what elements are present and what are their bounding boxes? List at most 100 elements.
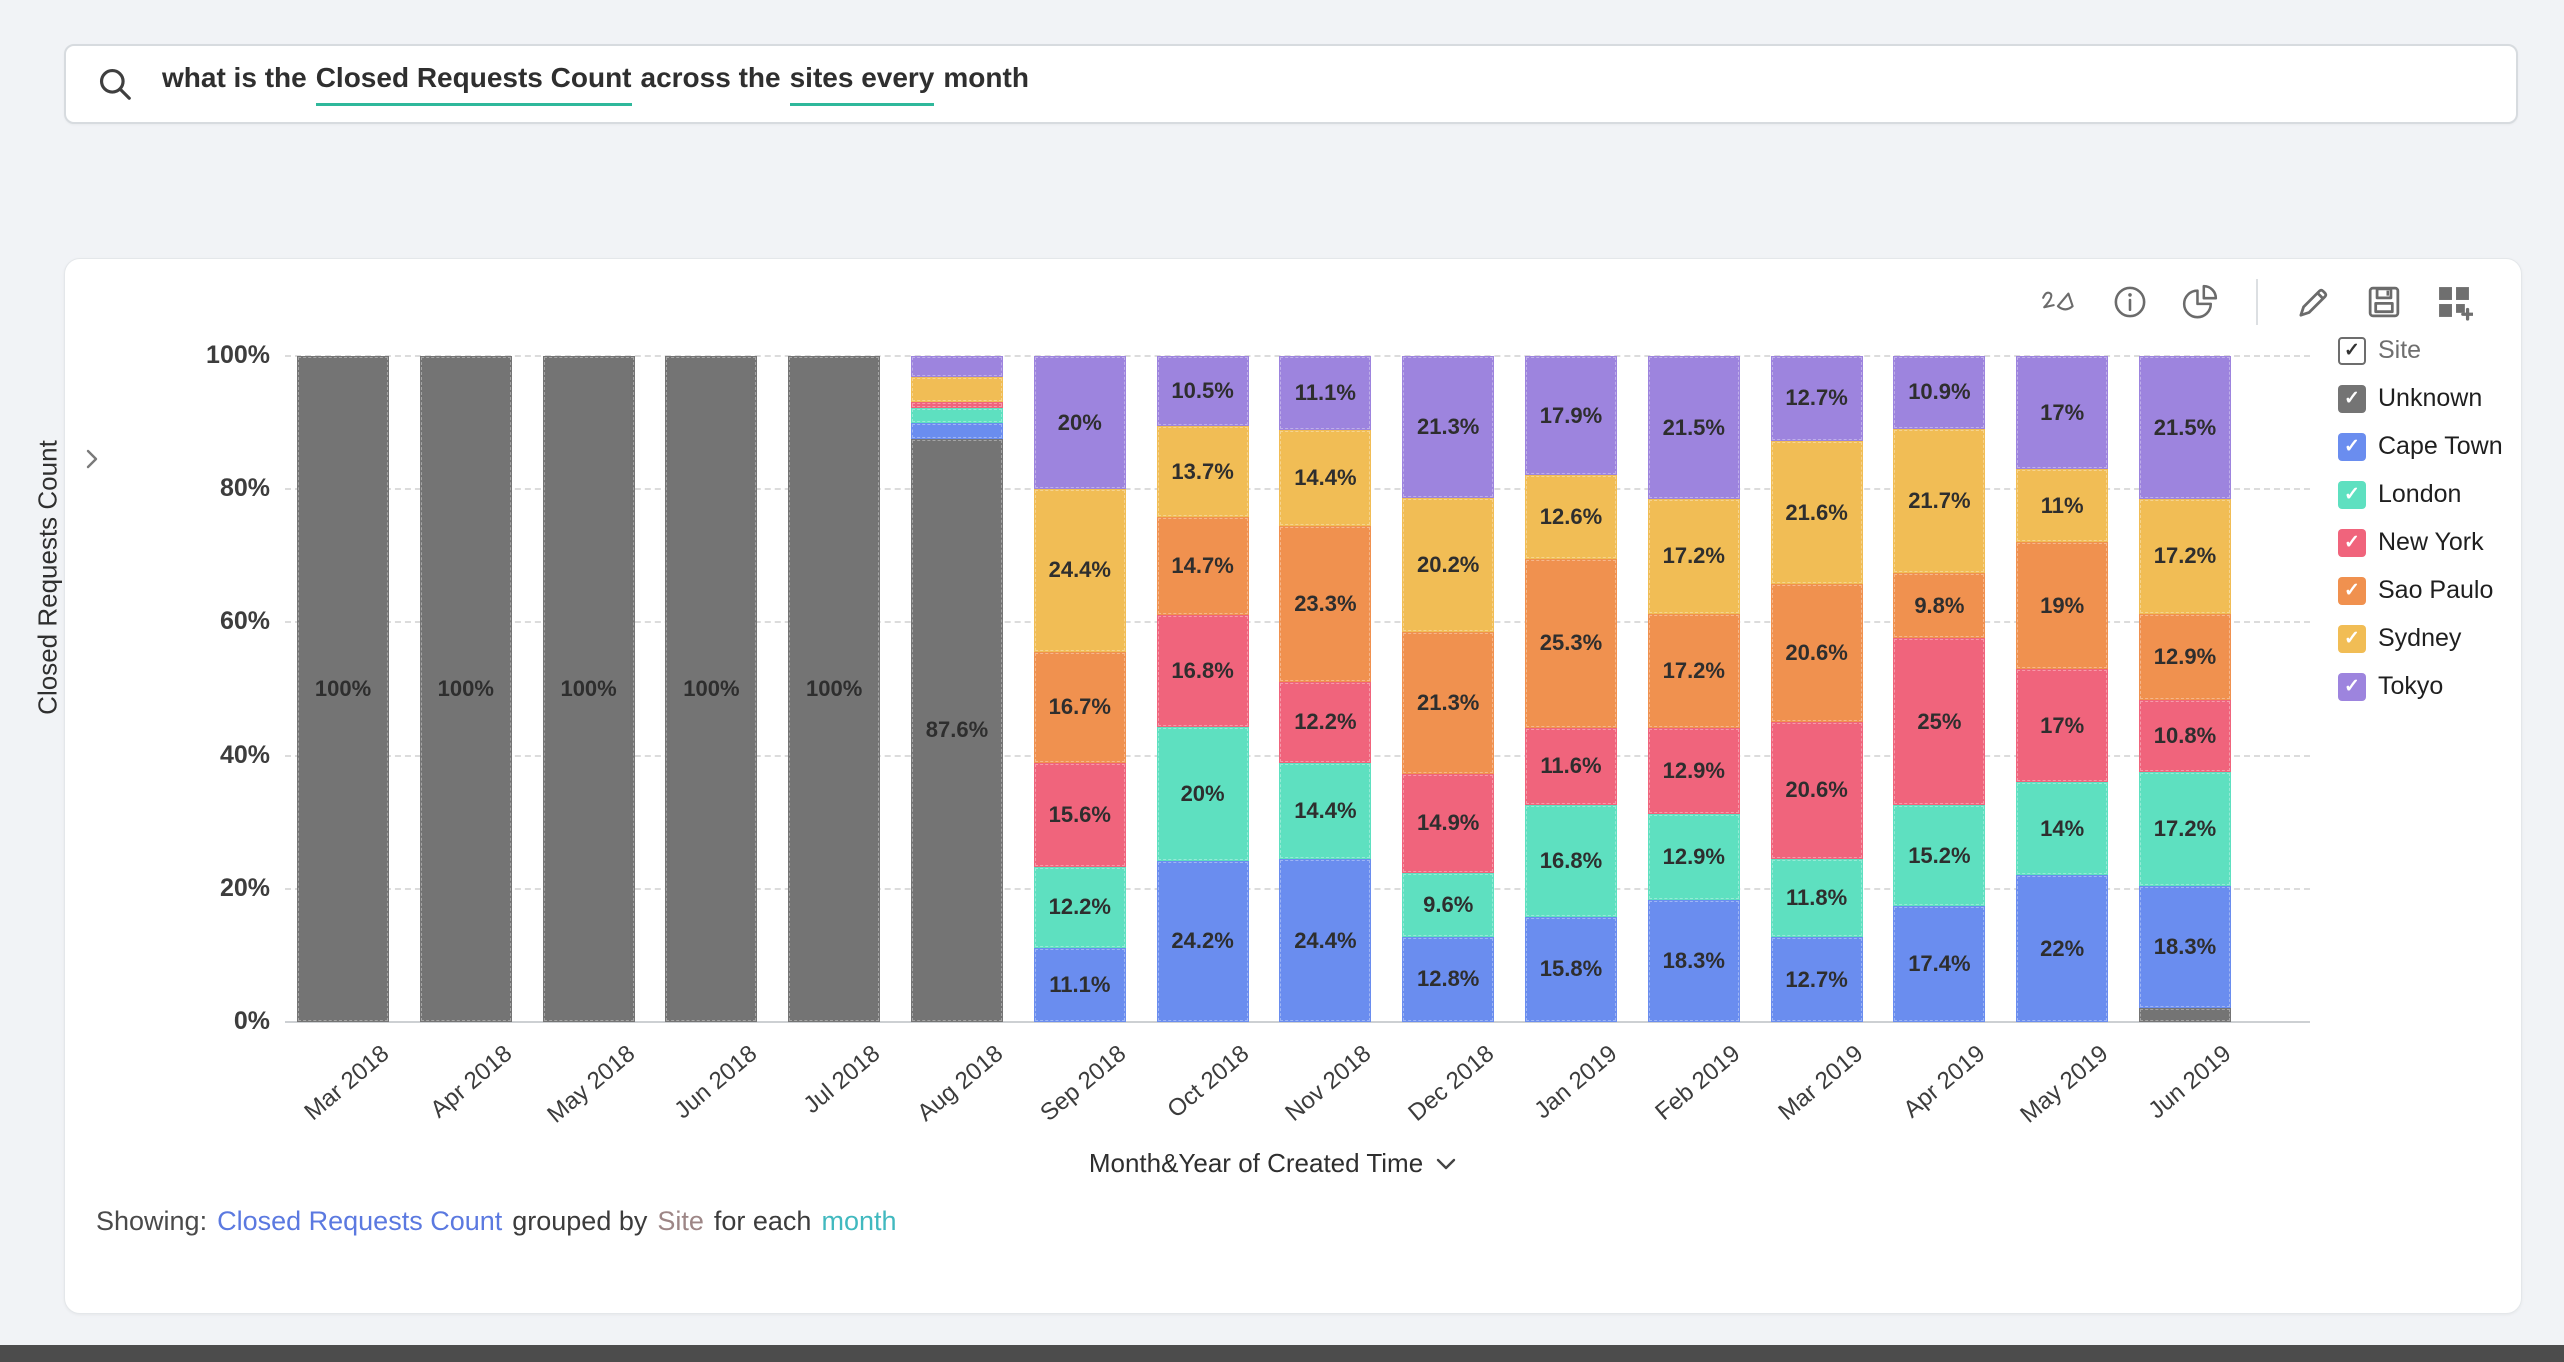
bar-segment-cape-town[interactable] [1402,936,1495,1022]
bar-segment-tokyo[interactable] [1402,356,1495,498]
bar-segment-london[interactable] [1770,858,1863,938]
showing-metric-link[interactable]: Closed Requests Count [217,1206,503,1236]
checkbox-checked-icon[interactable]: ✓ [2338,624,2366,653]
bar-segment-tokyo[interactable] [1156,356,1249,426]
legend-item-sao-paulo[interactable]: ✓ Sao Paulo [2338,576,2503,605]
bar-segment-sao-paulo[interactable] [1156,517,1249,616]
bar-segment-cape-town[interactable] [911,423,1003,439]
info-icon[interactable] [2110,282,2150,322]
save-icon[interactable] [2364,282,2404,322]
bar-segment-unknown[interactable] [911,438,1003,1022]
bar-segment-new-york[interactable] [1770,721,1863,859]
bar-segment-sao-paulo[interactable] [2016,542,2109,669]
bar-segment-tokyo[interactable] [2139,356,2231,500]
bar-segment-sao-paulo[interactable] [2139,613,2231,700]
bar-segment-london[interactable] [2016,782,2109,876]
bar-segment-sydney[interactable] [2016,469,2109,543]
bar-segment-tokyo[interactable] [1770,356,1863,441]
bar-segment-sao-paulo[interactable] [1279,526,1372,682]
checkbox-checked-icon[interactable]: ✓ [2338,384,2366,413]
checkbox-checked-icon[interactable]: ✓ [2338,336,2366,365]
bar-segment-cape-town[interactable] [1770,937,1863,1022]
bar-segment-unknown[interactable] [542,356,635,1022]
showing-period-link[interactable]: month [821,1206,897,1236]
bar-segment-new-york[interactable] [1893,638,1986,805]
bar-segment-new-york[interactable] [1033,762,1126,867]
checkbox-checked-icon[interactable]: ✓ [2338,576,2366,605]
bar-segment-unknown[interactable] [297,356,389,1022]
bar-segment-london[interactable] [2139,771,2231,887]
legend-item-cape-town[interactable]: ✓ Cape Town [2338,432,2503,461]
bar-segment-sydney[interactable] [1647,499,1740,614]
bar-segment-london[interactable] [1647,814,1740,901]
bar-segment-sydney[interactable] [911,376,1003,402]
bar-segment-london[interactable] [1156,727,1249,861]
legend-title-row[interactable]: ✓ Site [2338,336,2503,365]
bar-segment-london[interactable] [1033,866,1126,949]
bar-segment-unknown[interactable] [419,356,512,1022]
bar-segment-sydney[interactable] [1525,475,1617,560]
bar-segment-unknown[interactable] [2139,1008,2231,1022]
bar-segment-tokyo[interactable] [911,356,1003,377]
pie-chart-icon[interactable] [2180,282,2220,322]
y-axis-title[interactable]: Closed Requests Count [32,440,63,715]
bar-segment-new-york[interactable] [1402,773,1495,873]
bar-segment-sydney[interactable] [1279,430,1372,527]
bar-segment-tokyo[interactable] [1893,356,1986,429]
bar-segment-cape-town[interactable] [2016,875,2109,1022]
bar-segment-london[interactable] [1525,804,1617,917]
bar-segment-tokyo[interactable] [1525,356,1617,476]
legend-item-new-york[interactable]: ✓ New York [2338,528,2503,557]
search-bar[interactable]: what is the Closed Requests Count across… [64,44,2518,124]
bar-segment-tokyo[interactable] [2016,356,2109,470]
bar-segment-cape-town[interactable] [1279,859,1372,1022]
bar-segment-sydney[interactable] [1156,426,1249,518]
bar-segment-sao-paulo[interactable] [1033,651,1126,763]
bar-segment-new-york[interactable] [2016,669,2109,783]
edit-pencil-icon[interactable] [2294,282,2334,322]
bar-segment-sydney[interactable] [2139,499,2231,614]
bar-segment-sao-paulo[interactable] [1525,559,1617,728]
checkbox-checked-icon[interactable]: ✓ [2338,528,2366,557]
bar-segment-new-york[interactable] [1156,615,1249,728]
bar-segment-tokyo[interactable] [1647,356,1740,500]
legend-item-unknown[interactable]: ✓ Unknown [2338,384,2503,413]
bar-segment-sydney[interactable] [1893,428,1986,574]
checkbox-checked-icon[interactable]: ✓ [2338,672,2366,701]
bar-segment-tokyo[interactable] [1279,356,1372,431]
add-to-dashboard-icon[interactable] [2434,282,2474,322]
bar-segment-cape-town[interactable] [1156,860,1249,1022]
bar-segment-cape-town[interactable] [1525,916,1617,1022]
checkbox-checked-icon[interactable]: ✓ [2338,480,2366,509]
checkbox-checked-icon[interactable]: ✓ [2338,432,2366,461]
bar-segment-unknown[interactable] [788,356,881,1022]
bar-segment-sydney[interactable] [1770,440,1863,585]
bar-segment-sao-paulo[interactable] [1770,584,1863,722]
bar-segment-london[interactable] [1402,872,1495,937]
bar-segment-london[interactable] [1279,763,1372,860]
bar-segment-new-york[interactable] [2139,699,2231,772]
bar-segment-london[interactable] [911,407,1003,424]
bar-segment-cape-town[interactable] [1893,906,1986,1022]
bar-segment-sao-paulo[interactable] [1647,613,1740,729]
bar-segment-london[interactable] [1893,804,1986,907]
search-query[interactable]: what is the Closed Requests Count across… [162,62,1029,106]
bar-segment-cape-town[interactable] [2139,886,2231,1008]
zia-sketch-icon[interactable] [2040,282,2080,322]
bar-segment-cape-town[interactable] [1033,948,1126,1022]
bar-segment-tokyo[interactable] [1033,356,1126,490]
legend-item-sydney[interactable]: ✓ Sydney [2338,624,2503,653]
showing-dimension[interactable]: Site [657,1206,704,1236]
bar-segment-new-york[interactable] [1525,727,1617,805]
x-axis-title[interactable]: Month&Year of Created Time [1063,1148,1483,1179]
bar-segment-sao-paulo[interactable] [1893,573,1986,639]
bar-segment-new-york[interactable] [911,401,1003,408]
legend-item-tokyo[interactable]: ✓ Tokyo [2338,672,2503,701]
y-axis-field-chevron-icon[interactable] [84,448,100,470]
bar-segment-sydney[interactable] [1402,497,1495,633]
bar-segment-sydney[interactable] [1033,489,1126,652]
bar-segment-unknown[interactable] [665,356,758,1022]
bar-segment-cape-town[interactable] [1647,900,1740,1022]
bar-segment-new-york[interactable] [1279,681,1372,764]
legend-item-london[interactable]: ✓ London [2338,480,2503,509]
